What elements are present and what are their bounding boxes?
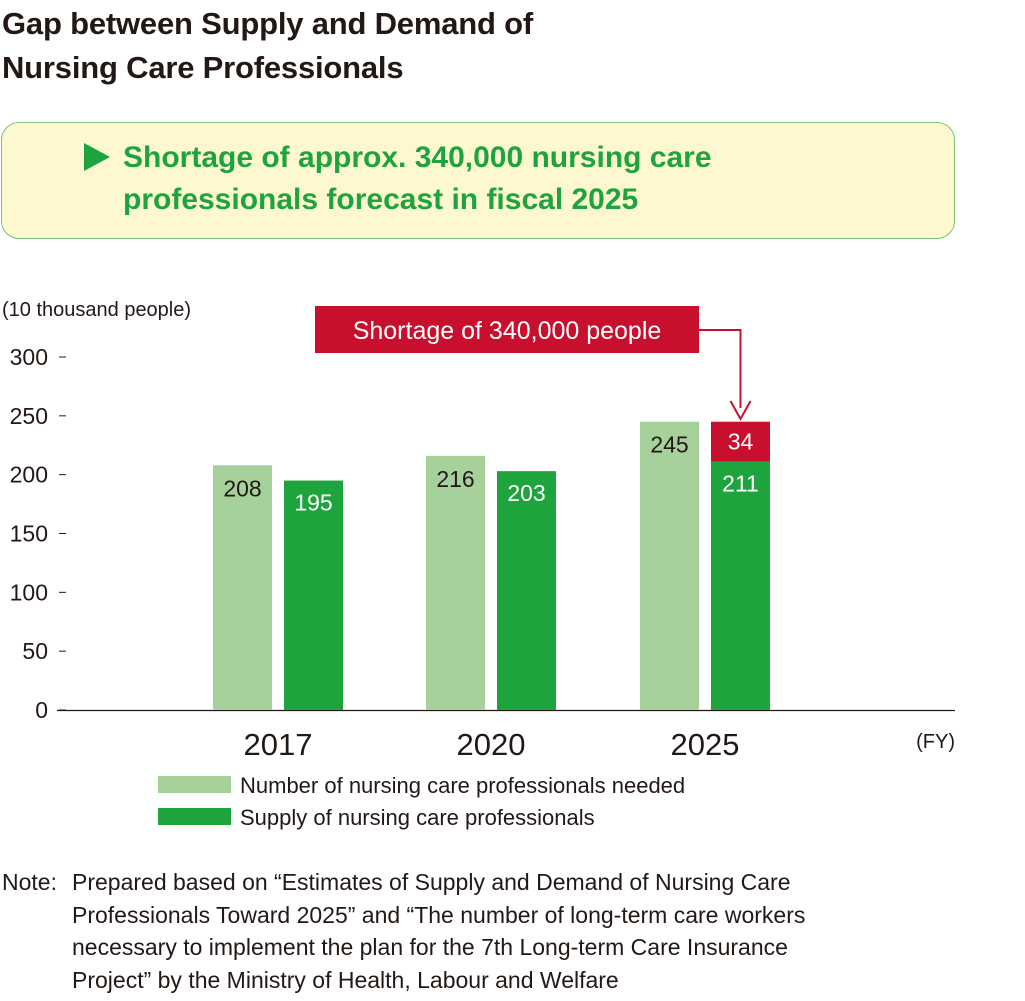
y-tick-label: 250: [10, 403, 48, 429]
bar-supply-2020: [497, 471, 556, 710]
y-tick-label: 100: [10, 579, 48, 605]
title-line-2: Nursing Care Professionals: [2, 50, 404, 85]
chart-title: Gap between Supply and Demand of Nursing…: [2, 2, 533, 90]
y-tick-label: 200: [10, 462, 48, 488]
data-label-supply-2020: 203: [507, 480, 545, 506]
note-line: Prepared based on “Estimates of Supply a…: [72, 869, 791, 895]
title-line-1: Gap between Supply and Demand of: [2, 6, 533, 41]
note-line: Project” by the Ministry of Health, Labo…: [72, 966, 619, 993]
legend-label-1: Supply of nursing care professionals: [240, 805, 595, 830]
data-label-needed-2025: 245: [650, 432, 688, 458]
summary-callout-box: Shortage of approx. 340,000 nursing care…: [1, 122, 955, 239]
triangle-bullet-icon: [84, 143, 110, 171]
shortage-annotation-text: Shortage of 340,000 people: [353, 317, 662, 345]
x-tick-label-2025: 2025: [671, 727, 740, 762]
shortage-arrow-line: [699, 329, 742, 408]
shortage-annotation-box: [315, 306, 699, 353]
callout-line-1: Shortage of approx. 340,000 nursing care: [123, 141, 712, 174]
data-label-needed-2020: 216: [436, 466, 474, 492]
data-label-supply-2017: 195: [294, 490, 332, 516]
legend-swatch-1: [158, 808, 231, 825]
bar-needed-2017: [213, 465, 272, 710]
bar-shortage-2025: [711, 421, 770, 462]
y-tick-label: 300: [10, 344, 48, 370]
shortage-arrow-head: [729, 400, 752, 422]
legend-swatch-0: [158, 776, 231, 793]
x-tick-label-2020: 2020: [457, 727, 526, 762]
note-line: Professionals Toward 2025” and “The numb…: [72, 901, 806, 928]
bar-needed-2020: [426, 455, 485, 710]
note-label: Note:: [2, 869, 57, 895]
bar-chart: (10 thousand people) 0 50 100 150 200 250 300 20…: [2, 299, 955, 830]
summary-callout-text: Shortage of approx. 340,000 nursing care…: [123, 137, 923, 221]
note-line: necessary to implement the plan for the …: [72, 934, 788, 960]
bar-supply-2025: [711, 461, 770, 710]
y-tick-label: 50: [22, 638, 48, 664]
legend-label-0: Number of nursing care professionals nee…: [240, 773, 685, 798]
y-tick-label: 0: [35, 697, 48, 723]
x-axis-label: (FY): [916, 731, 955, 753]
data-label-supply-2025: 211: [722, 471, 759, 497]
bar-supply-2017: [284, 480, 343, 710]
callout-line-2: professionals forecast in fiscal 2025: [123, 183, 639, 216]
data-label-needed-2017: 208: [223, 475, 261, 501]
data-label-shortage-2025: 34: [728, 429, 754, 455]
y-tick-label: 150: [10, 521, 48, 547]
note-text: Prepared based on “Estimates of Supply a…: [72, 866, 972, 996]
y-axis-label: (10 thousand people): [2, 299, 191, 321]
x-tick-label-2017: 2017: [244, 727, 313, 762]
bar-needed-2025: [640, 421, 699, 710]
